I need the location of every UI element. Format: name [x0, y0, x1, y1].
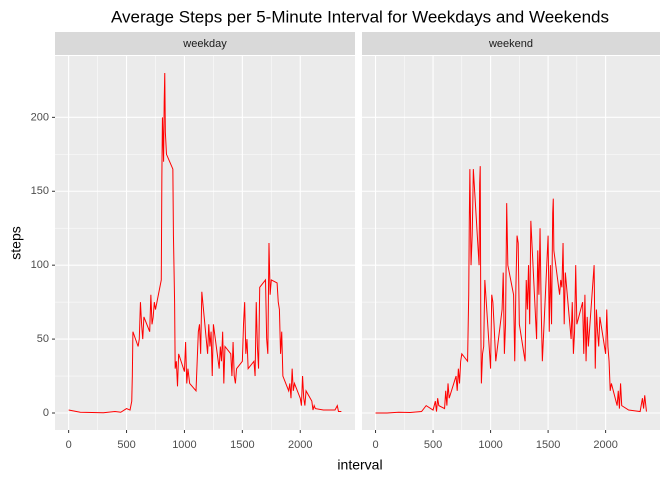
x-tick-label: 500 [117, 439, 135, 451]
x-tick-label: 2000 [593, 439, 617, 451]
x-tick-label: 1500 [536, 439, 560, 451]
strip-background [362, 32, 660, 55]
x-tick-label: 500 [424, 439, 442, 451]
x-tick-label: 1000 [172, 439, 196, 451]
data-line [68, 72, 342, 414]
strip-label: weekend [488, 38, 533, 50]
y-tick-label: 0 [43, 407, 49, 419]
panel-background [55, 56, 355, 430]
x-tick-label: 2000 [288, 439, 312, 451]
panel-background [362, 56, 660, 430]
strip-background [55, 32, 355, 55]
data-line [375, 166, 647, 414]
x-axis-label: interval [337, 457, 382, 473]
x-tick-label: 1500 [230, 439, 254, 451]
chart-title: Average Steps per 5-Minute Interval for … [111, 7, 609, 26]
strip-label: weekday [182, 38, 227, 50]
y-tick-label: 200 [31, 111, 49, 123]
y-tick-label: 100 [31, 259, 49, 271]
x-tick-label: 0 [66, 439, 72, 451]
y-axis-label: steps [8, 226, 24, 259]
x-tick-label: 1000 [478, 439, 502, 451]
y-tick-label: 150 [31, 185, 49, 197]
y-tick-label: 50 [37, 333, 49, 345]
x-tick-label: 0 [372, 439, 378, 451]
